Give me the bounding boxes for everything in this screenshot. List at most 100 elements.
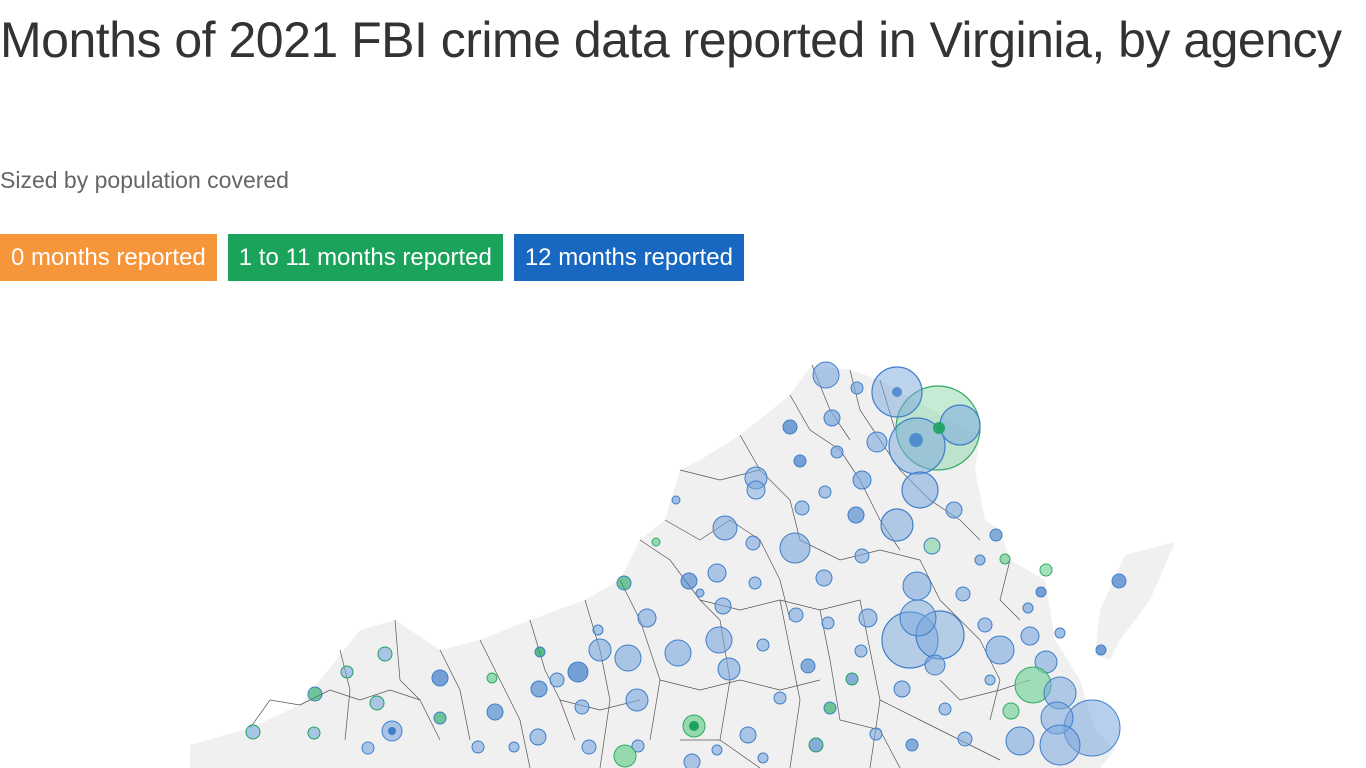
agency-circle: [985, 635, 1015, 665]
agency-circles: [245, 361, 1127, 768]
agency-circle: [892, 387, 902, 397]
agency-circle: [999, 553, 1011, 565]
agency-circle: [812, 361, 840, 389]
agency-circle: [340, 665, 354, 679]
agency-circle: [821, 616, 835, 630]
agency-circle: [613, 744, 637, 768]
agency-circle: [1054, 627, 1066, 639]
agency-circle: [854, 548, 870, 564]
agency-circle: [847, 506, 865, 524]
agency-circle: [823, 701, 837, 715]
legend-item-partial-months: 1 to 11 months reported: [227, 234, 503, 281]
agency-circle: [431, 669, 449, 687]
agency-circle: [471, 740, 485, 754]
agency-circle: [858, 608, 878, 628]
agency-circle: [852, 470, 872, 490]
agency-circle: [1022, 602, 1034, 614]
legend-item-zero-months: 0 months reported: [0, 234, 217, 281]
agency-circle: [683, 753, 701, 768]
agency-circle: [581, 739, 597, 755]
agency-circle: [508, 741, 520, 753]
agency-circle: [923, 537, 941, 555]
agency-circle: [989, 528, 1003, 542]
agency-circle: [893, 680, 911, 698]
agency-circle: [748, 576, 762, 590]
agency-circle: [938, 702, 952, 716]
agency-circle: [794, 500, 810, 516]
agency-circle: [705, 626, 733, 654]
agency-circle: [939, 404, 981, 446]
agency-circle: [592, 624, 604, 636]
agency-circle: [717, 657, 741, 681]
agency-circle: [307, 686, 323, 702]
agency-circle: [933, 422, 945, 434]
agency-circle: [815, 569, 833, 587]
agency-circle: [756, 638, 770, 652]
agency-circle: [530, 680, 548, 698]
agency-circle: [977, 617, 993, 633]
agency-circle: [637, 608, 657, 628]
agency-circle: [695, 588, 705, 598]
agency-circle: [664, 639, 692, 667]
agency-circle: [714, 597, 732, 615]
agency-circle: [614, 644, 642, 672]
agency-circle: [984, 674, 996, 686]
agency-circle: [830, 445, 844, 459]
agency-circle: [1095, 644, 1107, 656]
agency-circle: [361, 741, 375, 755]
agency-circle: [567, 661, 589, 683]
agency-circle: [957, 731, 973, 747]
agency-circle: [739, 726, 757, 744]
agency-circle: [1039, 563, 1053, 577]
eastern-shore-shape: [1095, 542, 1175, 660]
agency-circle: [549, 672, 565, 688]
agency-circle: [388, 727, 396, 735]
agency-circle: [707, 563, 727, 583]
county-borders: [249, 364, 1031, 768]
agency-circle: [818, 485, 832, 499]
agency-circle: [486, 703, 504, 721]
agency-circle: [899, 599, 937, 637]
agency-circle: [808, 737, 824, 753]
agency-circle: [869, 727, 883, 741]
agency-circle: [486, 672, 498, 684]
agency-circle: [793, 454, 807, 468]
agency-circle: [850, 381, 864, 395]
agency-circle: [529, 728, 547, 746]
agency-circle: [945, 501, 963, 519]
agency-circle: [924, 654, 946, 676]
agency-circle: [671, 495, 681, 505]
agency-circle: [369, 695, 385, 711]
agency-circle: [307, 726, 321, 740]
agency-circle: [1111, 573, 1127, 589]
agency-circle: [800, 658, 816, 674]
agency-circle: [880, 508, 914, 542]
agency-circle: [1002, 702, 1020, 720]
agency-circle: [745, 535, 761, 551]
agency-circle: [689, 721, 699, 731]
agency-circle: [782, 419, 798, 435]
chart-subtitle: Sized by population covered: [0, 167, 289, 193]
agency-circle: [955, 586, 971, 602]
agency-circle: [680, 572, 698, 590]
agency-circle: [773, 691, 787, 705]
agency-circle: [779, 532, 811, 564]
legend: 0 months reported 1 to 11 months reporte…: [0, 234, 744, 281]
legend-item-full-months: 12 months reported: [513, 234, 744, 281]
agency-circle: [909, 433, 923, 447]
agency-circle: [1020, 626, 1040, 646]
agency-circle: [625, 688, 649, 712]
agency-circle: [377, 646, 393, 662]
agency-circle: [854, 644, 868, 658]
virginia-state-shape: [190, 365, 1115, 768]
agency-circle: [433, 711, 447, 725]
agency-circle: [588, 638, 612, 662]
agency-circle: [631, 739, 645, 753]
agency-circle: [1039, 724, 1081, 766]
agency-circle: [788, 607, 804, 623]
agency-circle: [905, 738, 919, 752]
agency-circle: [245, 724, 261, 740]
agency-circle: [845, 672, 859, 686]
virginia-map: [190, 361, 1175, 768]
agency-circle: [651, 537, 661, 547]
